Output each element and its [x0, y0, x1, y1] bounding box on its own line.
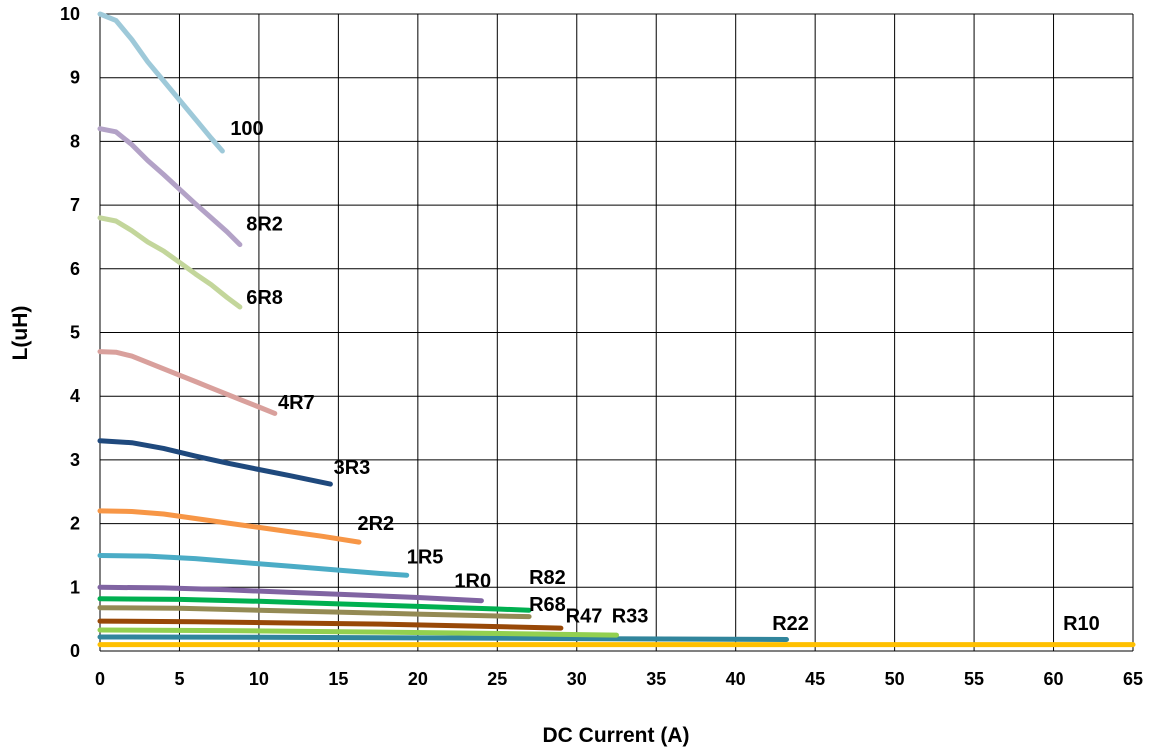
series-label-2r2: 2R2 [357, 513, 394, 535]
series-lines [97, 11, 1136, 648]
series-label-r33: R33 [612, 605, 649, 627]
x-tick-label: 60 [1044, 669, 1064, 689]
y-tick-label: 1 [70, 577, 80, 597]
y-tick-label: 5 [70, 323, 80, 343]
series-line-r68 [97, 605, 532, 620]
series-label-100: 100 [230, 118, 263, 140]
y-tick-label: 3 [70, 450, 80, 470]
x-tick-label: 65 [1123, 669, 1143, 689]
series-line-r33 [97, 627, 619, 638]
series-line-r22 [97, 634, 789, 642]
series-line-2r2 [97, 508, 362, 545]
series-label-3r3: 3R3 [334, 457, 371, 479]
series-line-r82 [97, 596, 532, 613]
x-tick-label: 55 [964, 669, 984, 689]
y-tick-label: 0 [70, 641, 80, 661]
x-tick-label: 10 [249, 669, 269, 689]
x-tick-label: 45 [805, 669, 825, 689]
x-tick-label: 25 [487, 669, 507, 689]
series-label-r47: R47 [566, 605, 603, 627]
y-tick-label: 8 [70, 131, 80, 151]
y-tick-label: 6 [70, 259, 80, 279]
series-line-1r5 [97, 553, 410, 578]
series-label-r10: R10 [1063, 613, 1100, 635]
x-axis-ticks: 0 5 10 15 20 25 30 35 40 45 50 55 60 65 [95, 669, 1143, 689]
x-tick-label: 5 [174, 669, 184, 689]
series-line-100 [97, 11, 225, 154]
series-label-r68: R68 [529, 594, 566, 616]
series-label-8r2: 8R2 [246, 214, 283, 236]
series-label-4r7: 4R7 [278, 392, 315, 414]
series-label-1r0: 1R0 [454, 570, 491, 592]
series-line-3r3 [97, 438, 333, 487]
x-tick-label: 35 [646, 669, 666, 689]
series-label-1r5: 1R5 [407, 547, 444, 569]
x-tick-label: 50 [885, 669, 905, 689]
series-line-r47 [97, 618, 564, 631]
series-label-r82: R82 [529, 567, 566, 589]
x-tick-label: 40 [726, 669, 746, 689]
x-tick-label: 15 [328, 669, 348, 689]
series-label-r22: R22 [772, 613, 809, 635]
y-axis-title: L(uH) [9, 306, 32, 361]
y-tick-label: 7 [70, 195, 80, 215]
y-tick-label: 2 [70, 514, 80, 534]
series-line-1r0 [97, 584, 484, 604]
series-line-6r8 [97, 215, 243, 310]
x-axis-title: DC Current (A) [543, 724, 690, 747]
y-tick-label: 10 [60, 4, 80, 24]
series-line-8r2 [97, 126, 243, 248]
gridlines [99, 13, 1134, 652]
series-label-6r8: 6R8 [246, 287, 283, 309]
series-line-4r7 [97, 349, 278, 416]
x-tick-label: 20 [408, 669, 428, 689]
y-tick-label: 4 [70, 386, 80, 406]
x-tick-label: 0 [95, 669, 105, 689]
x-tick-label: 30 [567, 669, 587, 689]
y-axis-ticks: 0 1 2 3 4 5 6 7 8 9 10 [60, 4, 80, 661]
y-tick-label: 9 [70, 68, 80, 88]
